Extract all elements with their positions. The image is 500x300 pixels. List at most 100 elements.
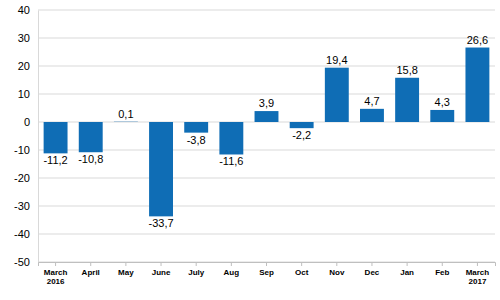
x-tick-label: Oct <box>295 268 309 277</box>
y-tick-label: 20 <box>18 60 30 72</box>
y-tick: 0 <box>24 116 38 128</box>
x-tick: Oct <box>295 262 309 277</box>
grid-line <box>38 178 495 179</box>
x-tick-mark <box>477 262 478 266</box>
x-tick: May <box>118 262 134 277</box>
y-tick-label: -50 <box>14 256 30 268</box>
bar <box>465 48 489 122</box>
x-tick-mark <box>231 262 232 266</box>
y-tick-label: 40 <box>18 4 30 16</box>
y-tick-label: -30 <box>14 200 30 212</box>
x-tick-mark <box>336 262 337 266</box>
grid-line <box>38 206 495 207</box>
x-tick: Dec <box>365 262 380 277</box>
data-label: -33,7 <box>148 217 173 229</box>
data-label: -10,8 <box>78 153 103 165</box>
x-tick-label: July <box>188 268 205 277</box>
bar <box>360 109 384 122</box>
grid-line <box>38 66 495 67</box>
x-tick: Aug <box>224 262 240 277</box>
x-tick-mark <box>196 262 197 266</box>
y-tick: -40 <box>14 228 38 240</box>
plot: -50-40-30-20-10010203040March2016AprilMa… <box>14 4 495 286</box>
x-tick-label: Nov <box>329 268 345 277</box>
x-tick-mark <box>442 262 443 266</box>
data-labels: -11,2 -10,8 0,1 -33,7 -3,8 -11,6 3,9 -2,2 19,4 4,… <box>43 34 488 230</box>
x-tick-label: March2017 <box>466 268 490 286</box>
y-tick: 40 <box>18 4 38 16</box>
grid-line <box>38 94 495 95</box>
grid-line <box>38 10 495 11</box>
y-tick: -10 <box>14 144 38 156</box>
x-tick: Nov <box>329 262 345 277</box>
x-axis: March2016 April May June July Aug Sep Oct Nov Dec… <box>39 262 496 286</box>
y-tick: 30 <box>18 32 38 44</box>
y-tick-label: 10 <box>18 88 30 100</box>
bar <box>219 122 243 154</box>
y-tick-label: -20 <box>14 172 30 184</box>
x-tick-mark <box>55 262 56 266</box>
y-tick: 10 <box>18 88 38 100</box>
data-label: 4,3 <box>435 96 450 108</box>
grid-line <box>38 150 495 151</box>
y-tick: 20 <box>18 60 38 72</box>
x-tick: Jan <box>400 262 414 277</box>
grid-line <box>38 234 495 235</box>
chart: -50-40-30-20-10010203040March2016AprilMa… <box>0 0 500 300</box>
x-tick: Sep <box>259 262 274 277</box>
data-label: 4,7 <box>364 95 379 107</box>
x-tick: March2017 <box>466 262 490 286</box>
bar <box>255 111 279 122</box>
data-label: 0,1 <box>118 108 133 120</box>
x-tick-label: June <box>152 268 171 277</box>
x-tick-label: Aug <box>224 268 240 277</box>
data-label: -11,2 <box>43 154 67 166</box>
x-tick-label: Jan <box>400 268 414 277</box>
bar <box>430 110 454 122</box>
x-tick-mark <box>161 262 162 266</box>
y-tick: -20 <box>14 172 38 184</box>
y-tick: -30 <box>14 200 38 212</box>
bar <box>325 68 349 122</box>
bar <box>290 122 314 128</box>
x-tick-label: Dec <box>365 268 380 277</box>
grid-line <box>38 38 495 39</box>
bar <box>395 78 419 122</box>
data-label: -11,6 <box>219 155 243 167</box>
x-tick-mark <box>407 262 408 266</box>
x-tick-mark <box>125 262 126 266</box>
data-label: 19,4 <box>326 54 347 66</box>
x-tick-mark <box>301 262 302 266</box>
x-tick-label: Sep <box>259 268 274 277</box>
bar <box>79 122 103 152</box>
x-tick-label: April <box>82 268 100 277</box>
data-label: 3,9 <box>259 97 274 109</box>
x-tick-mark <box>90 262 91 266</box>
y-axis-line <box>38 11 39 263</box>
x-tick: April <box>82 262 100 277</box>
data-label: -3,8 <box>187 134 206 146</box>
data-label: -2,2 <box>292 129 311 141</box>
x-tick: Feb <box>435 262 449 277</box>
y-tick-label: -10 <box>14 144 30 156</box>
bar <box>149 122 173 216</box>
y-tick-label: -40 <box>14 228 30 240</box>
x-tick: July <box>188 262 205 277</box>
x-tick: June <box>152 262 171 277</box>
data-label: 26,6 <box>467 34 488 46</box>
x-tick-label: May <box>118 268 134 277</box>
x-tick-label: March2016 <box>44 268 68 286</box>
data-label: 15,8 <box>396 64 417 76</box>
x-tick-label: Feb <box>435 268 449 277</box>
x-tick: March2016 <box>44 262 68 286</box>
bar <box>44 122 68 153</box>
y-tick-label: 0 <box>24 116 30 128</box>
bars <box>44 48 490 217</box>
y-tick-label: 30 <box>18 32 30 44</box>
x-tick-mark <box>266 262 267 266</box>
grid <box>38 10 495 262</box>
bar <box>114 121 138 122</box>
y-axis: -50 -40 -30 -20 -10 0 10 20 30 40 <box>14 4 38 268</box>
y-tick: -50 <box>14 256 38 268</box>
x-tick-mark <box>371 262 372 266</box>
